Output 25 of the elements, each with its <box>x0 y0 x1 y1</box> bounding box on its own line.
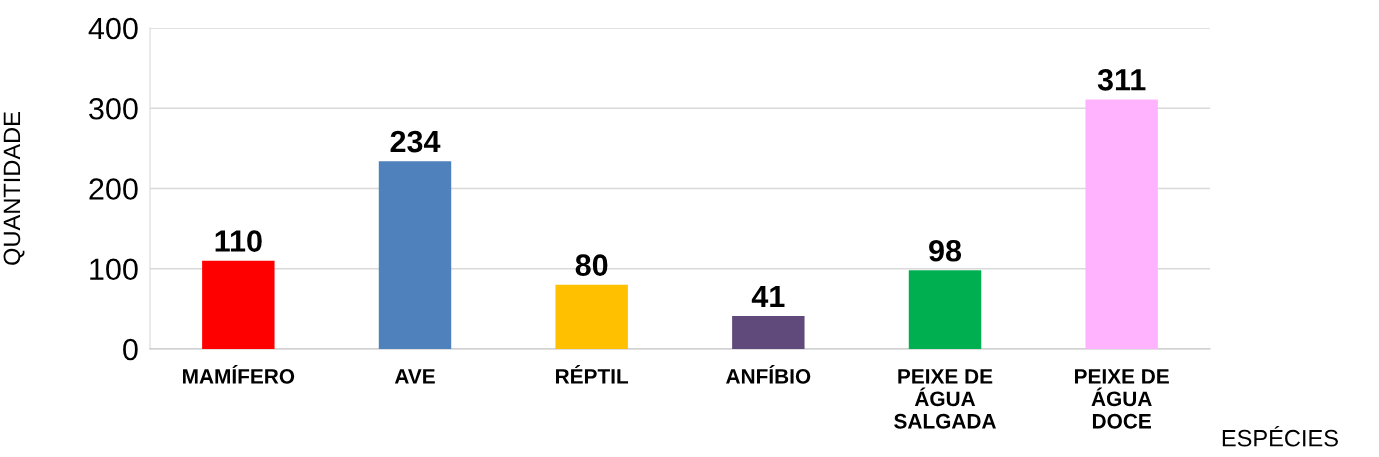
x-tick-label: ANFÍBIO <box>726 365 811 384</box>
y-tick-label: 0 <box>123 338 138 361</box>
bar <box>732 316 805 349</box>
data-label: 311 <box>1097 68 1146 91</box>
x-tick-label: RÉPTIL <box>556 365 629 384</box>
x-tick-label: PEIXE DE ÁGUA SALGADA <box>894 369 996 429</box>
x-tick-label: PEIXE DE ÁGUA DOCE <box>1075 369 1169 429</box>
y-tick-label: 200 <box>89 178 138 200</box>
data-label: 80 <box>575 254 608 276</box>
y-tick-label: 100 <box>90 258 138 281</box>
bar <box>378 161 452 349</box>
x-axis-title: ESPÉCIES <box>1222 425 1338 447</box>
data-label: 98 <box>929 239 962 262</box>
bar <box>202 260 275 349</box>
x-tick-label: MAMÍFERO <box>183 365 295 384</box>
bar <box>1085 99 1158 349</box>
data-label: 234 <box>390 130 441 153</box>
y-tick-label: 300 <box>89 97 138 120</box>
bar <box>555 284 628 349</box>
bar <box>908 270 982 349</box>
y-tick-label: 400 <box>88 17 138 40</box>
data-label: 110 <box>215 230 262 252</box>
x-tick-label: AVE <box>394 369 435 384</box>
data-label: 41 <box>751 285 785 307</box>
y-axis-title: QUANTIDADE <box>3 112 25 265</box>
